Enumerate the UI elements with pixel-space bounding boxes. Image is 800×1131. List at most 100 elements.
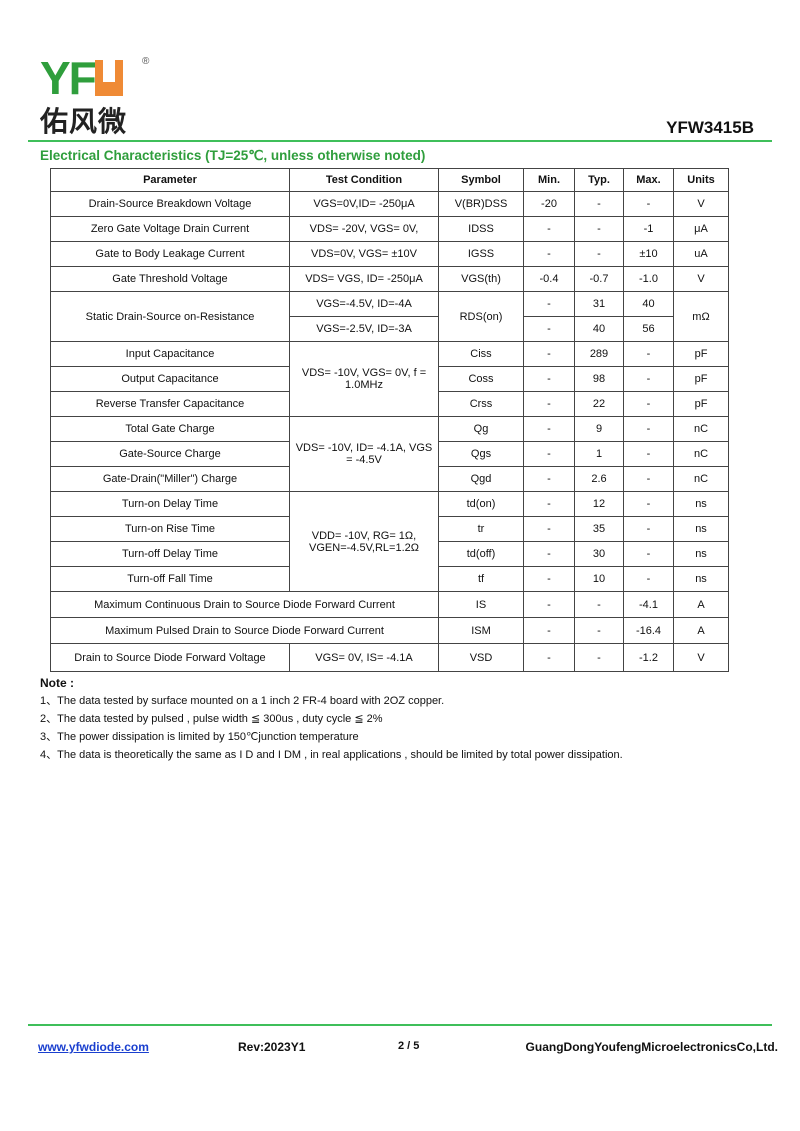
units-cell: A	[673, 617, 729, 644]
max-cell: -1	[623, 216, 674, 242]
symbol-cell: Qgs	[438, 441, 524, 467]
units-cell: uA	[673, 241, 729, 267]
min-cell: -	[523, 391, 575, 417]
min-cell: -	[523, 643, 575, 672]
test-condition-cell: VDS=0V, VGS= ±10V	[289, 241, 439, 267]
symbol-cell: tr	[438, 516, 524, 542]
symbol-cell: td(off)	[438, 541, 524, 567]
max-cell: -	[623, 466, 674, 492]
max-cell: -	[623, 341, 674, 367]
units-cell: V	[673, 643, 729, 672]
test-condition-cell: VGS=-2.5V, ID=-3A	[289, 316, 439, 342]
min-cell: -	[523, 341, 575, 367]
typ-cell: 12	[574, 491, 624, 517]
typ-cell: 22	[574, 391, 624, 417]
typ-cell: -	[574, 241, 624, 267]
test-condition-cell: VDS= VGS, ID= -250μA	[289, 266, 439, 292]
table-row: Gate to Body Leakage Current VDS=0V, VGS=…	[50, 241, 729, 267]
test-condition-cell: VDS= -10V, ID= -4.1A, VGS = -4.5V	[289, 416, 439, 492]
column-header: Test Condition	[289, 168, 439, 192]
units-cell: pF	[673, 391, 729, 417]
typ-cell: 1	[574, 441, 624, 467]
max-cell: -	[623, 416, 674, 442]
parameter-cell: Total Gate Charge	[50, 416, 290, 442]
parameter-cell: Output Capacitance	[50, 366, 290, 392]
table-row: Turn-off Fall Time tf -10- ns	[50, 566, 729, 592]
notes: Note : 1、The data tested by surface moun…	[40, 674, 623, 764]
table-row: Turn-on Delay Time VDD= -10V, RG= 1Ω, VGE…	[50, 491, 729, 592]
parameter-cell: Input Capacitance	[50, 341, 290, 367]
min-cell: -	[523, 416, 575, 442]
typ-cell: 35	[574, 516, 624, 542]
units-cell: ns	[673, 566, 729, 592]
symbol-cell: RDS(on)	[438, 291, 524, 342]
parameter-cell: Turn-off Delay Time	[50, 541, 290, 567]
max-cell: -16.4	[623, 617, 674, 644]
column-header: Max.	[623, 168, 674, 192]
logo-chinese-text: 佑风微	[40, 106, 128, 137]
min-cell: -	[523, 466, 575, 492]
max-cell: -	[623, 366, 674, 392]
symbol-cell: IGSS	[438, 241, 524, 267]
notes-title: Note :	[40, 676, 74, 690]
max-cell: 40	[623, 291, 674, 317]
symbol-cell: tf	[438, 566, 524, 592]
max-cell: 56	[623, 316, 674, 342]
typ-cell: -	[574, 191, 624, 217]
min-cell: -	[523, 491, 575, 517]
min-cell: -20	[523, 191, 575, 217]
column-header: Symbol	[438, 168, 524, 192]
parameter-cell: Turn-on Rise Time	[50, 516, 290, 542]
website-link[interactable]: www.yfwdiode.com	[38, 1040, 149, 1054]
typ-cell: 98	[574, 366, 624, 392]
parameter-cell: Gate-Source Charge	[50, 441, 290, 467]
symbol-cell: Ciss	[438, 341, 524, 367]
typ-cell: 31	[574, 291, 624, 317]
typ-cell: -0.7	[574, 266, 624, 292]
units-cell: nC	[673, 416, 729, 442]
typ-cell: 40	[574, 316, 624, 342]
symbol-cell: Coss	[438, 366, 524, 392]
symbol-cell: Qgd	[438, 466, 524, 492]
units-cell: μA	[673, 216, 729, 242]
table-row: Maximum Pulsed Drain to Source Diode For…	[50, 617, 729, 644]
column-header: Parameter	[50, 168, 290, 192]
symbol-cell: td(on)	[438, 491, 524, 517]
max-cell: -	[623, 441, 674, 467]
parameter-cell: Gate Threshold Voltage	[50, 266, 290, 292]
part-number: YFW3415B	[666, 118, 754, 137]
typ-cell: 30	[574, 541, 624, 567]
electrical-characteristics-table: Parameter Test Condition Symbol Min. Typ. Max…	[50, 168, 729, 672]
max-cell: -	[623, 541, 674, 567]
parameter-cell: Zero Gate Voltage Drain Current	[50, 216, 290, 242]
table-row: Input Capacitance VDS= -10V, VGS= 0V, f =…	[50, 341, 729, 417]
parameter-cell: Gate to Body Leakage Current	[50, 241, 290, 267]
typ-cell: 10	[574, 566, 624, 592]
max-cell: ±10	[623, 241, 674, 267]
table-row: Zero Gate Voltage Drain Current VDS= -20V…	[50, 216, 729, 242]
typ-cell: -	[574, 591, 624, 618]
units-cell: pF	[673, 366, 729, 392]
symbol-cell: Crss	[438, 391, 524, 417]
footer-divider	[28, 1024, 772, 1026]
typ-cell: -	[574, 643, 624, 672]
max-cell: -1.2	[623, 643, 674, 672]
table-row: VGS=-2.5V, ID=-3A -40 56	[51, 316, 729, 342]
table-row: Drain-Source Breakdown Voltage VGS=0V,ID=…	[50, 191, 729, 217]
table-row: Output Capacitance Coss -98- pF	[50, 366, 729, 392]
min-cell: -	[523, 441, 575, 467]
table-row: Maximum Continuous Drain to Source Diode…	[50, 591, 729, 618]
parameter-cell: Static Drain-Source on-Resistance	[50, 291, 290, 342]
min-cell: -	[523, 291, 575, 317]
units-cell: V	[673, 266, 729, 292]
max-cell: -4.1	[623, 591, 674, 618]
max-cell: -	[623, 191, 674, 217]
test-condition-cell: VDD= -10V, RG= 1Ω, VGEN=-4.5V,RL=1.2Ω	[289, 491, 439, 592]
page-number: 2 / 5	[398, 1040, 420, 1052]
max-cell: -	[623, 566, 674, 592]
parameter-cell: Maximum Continuous Drain to Source Diode…	[50, 591, 439, 618]
units-cell: pF	[673, 341, 729, 367]
company-name: GuangDongYoufengMicroelectronicsCo,Ltd.	[525, 1040, 778, 1054]
parameter-cell: Drain to Source Diode Forward Voltage	[50, 643, 290, 672]
